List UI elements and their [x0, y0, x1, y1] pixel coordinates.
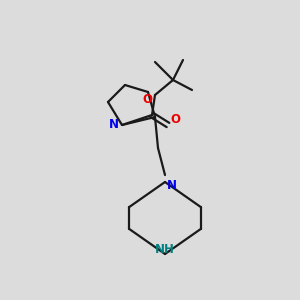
Text: N: N: [167, 179, 177, 192]
Text: O: O: [142, 93, 152, 106]
Text: N: N: [109, 118, 119, 130]
Text: NH: NH: [155, 243, 175, 256]
Text: O: O: [170, 113, 180, 126]
